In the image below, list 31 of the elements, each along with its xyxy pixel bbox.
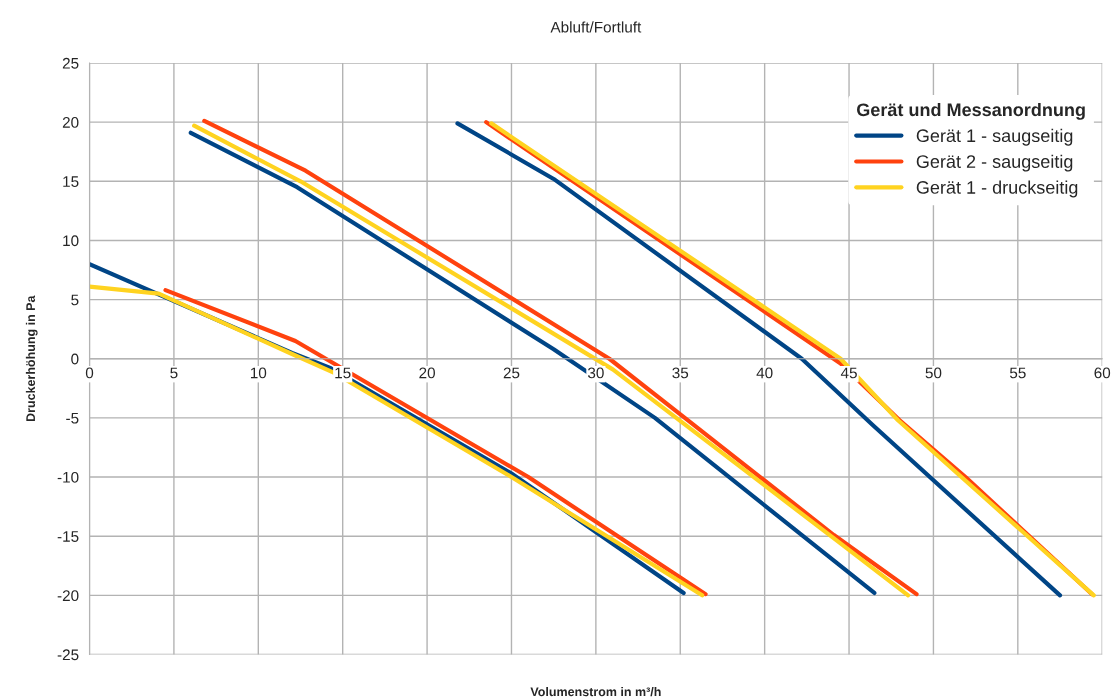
chart-title: Abluft/Fortluft [550, 21, 642, 33]
y-tick-label: 5 [71, 294, 79, 306]
y-axis-title: Druckerhöhung in Pa [25, 295, 38, 422]
y-tick-label: 10 [63, 235, 79, 247]
legend-label: Gerät 2 - saugseitig [916, 154, 1073, 172]
y-tick-label: -10 [57, 471, 79, 483]
y-tick-label: -15 [57, 531, 79, 542]
x-tick-label: 0 [85, 367, 94, 379]
x-tick-label: 50 [925, 367, 942, 379]
x-tick-label: 45 [840, 367, 857, 379]
y-tick-label: -5 [66, 412, 79, 424]
x-tick-label: 55 [1009, 367, 1026, 379]
x-tick-label: 5 [170, 367, 178, 379]
x-tick-label: 10 [250, 367, 267, 379]
x-axis-title: Volumenstrom in m³/h [530, 687, 661, 697]
x-tick-label: 60 [1094, 367, 1111, 379]
x-tick-label: 30 [587, 367, 604, 379]
y-tick-label: 15 [63, 176, 79, 187]
y-tick-label: 25 [62, 57, 79, 69]
legend-title: Gerät und Messanordnung [857, 102, 1085, 120]
legend-label: Gerät 1 - saugseitig [916, 128, 1073, 146]
x-tick-label: 35 [672, 367, 689, 379]
y-tick-label: 20 [62, 117, 79, 128]
legend-label: Gerät 1 - druckseitig [916, 180, 1078, 198]
y-tick-label: 0 [71, 353, 79, 365]
x-tick-label: 25 [503, 367, 520, 379]
y-tick-label: -25 [57, 649, 79, 661]
x-tick-label: 40 [756, 367, 773, 379]
x-tick-label: 15 [335, 367, 351, 379]
x-tick-label: 20 [419, 367, 435, 379]
y-tick-label: -20 [57, 590, 79, 602]
